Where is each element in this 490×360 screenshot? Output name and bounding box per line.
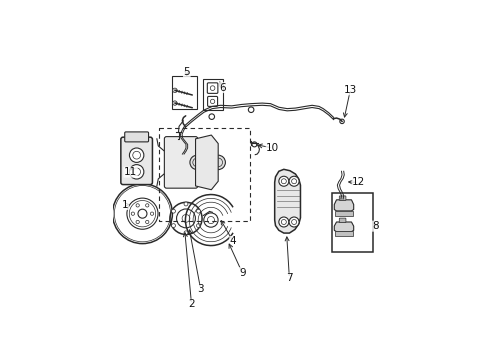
Circle shape [190, 155, 204, 170]
Circle shape [172, 209, 175, 213]
Circle shape [172, 224, 175, 228]
Circle shape [279, 176, 289, 186]
Bar [335, 211, 353, 216]
Polygon shape [334, 200, 354, 211]
Circle shape [289, 217, 299, 227]
Text: 13: 13 [344, 85, 357, 95]
Polygon shape [196, 135, 218, 190]
Text: 4: 4 [230, 237, 236, 246]
Text: 10: 10 [266, 143, 279, 153]
Circle shape [200, 155, 215, 170]
FancyBboxPatch shape [164, 136, 198, 188]
Text: 9: 9 [239, 268, 245, 278]
Circle shape [129, 148, 144, 162]
Text: 3: 3 [197, 284, 204, 294]
Text: 11: 11 [124, 167, 137, 177]
Circle shape [211, 155, 225, 170]
Circle shape [196, 224, 200, 228]
Text: 5: 5 [183, 67, 190, 77]
Circle shape [196, 209, 200, 213]
Bar [332, 193, 372, 252]
Text: 6: 6 [220, 82, 226, 93]
Polygon shape [334, 222, 354, 232]
Circle shape [184, 202, 188, 206]
Circle shape [172, 101, 177, 105]
Circle shape [279, 217, 289, 227]
Circle shape [289, 176, 299, 186]
Circle shape [184, 231, 188, 235]
Circle shape [129, 165, 144, 179]
FancyBboxPatch shape [339, 218, 346, 222]
Text: 7: 7 [286, 273, 293, 283]
Circle shape [172, 88, 177, 93]
Bar [203, 79, 222, 110]
Text: 1: 1 [122, 199, 128, 210]
Text: 2: 2 [188, 299, 195, 309]
FancyBboxPatch shape [121, 137, 152, 185]
FancyBboxPatch shape [339, 196, 346, 201]
Text: 12: 12 [352, 177, 366, 187]
Polygon shape [275, 169, 300, 233]
Text: 8: 8 [372, 221, 379, 231]
Bar [335, 231, 353, 236]
FancyBboxPatch shape [125, 132, 148, 142]
Bar [172, 76, 197, 109]
